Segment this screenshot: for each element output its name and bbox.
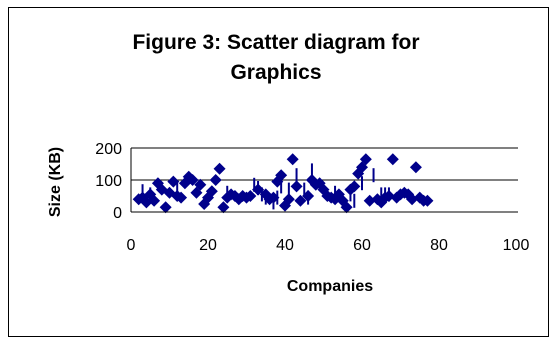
data-point [186,174,199,186]
data-point [205,185,218,198]
data-point [421,194,434,207]
x-tick-label: 20 [199,237,217,254]
data-point [244,190,257,202]
x-tick-label: 40 [276,237,294,254]
data-point [294,194,307,207]
data-point [282,193,295,206]
data-point [194,178,207,191]
y-tick-label: 0 [113,205,122,222]
data-point [290,180,303,193]
x-tick-label: 0 [127,237,136,254]
tick-labels: 0 100 200 0 20 40 60 80 100 [95,141,529,254]
data-point [213,162,226,175]
chart-title: Figure 3: Scatter diagram for Graphics [0,28,552,88]
data-point [286,153,299,166]
chart-title-line-1: Figure 3: Scatter diagram for [132,31,420,54]
data-point [359,153,372,166]
data-point [209,174,222,186]
x-axis-label: Companies [287,278,373,295]
y-tick-label: 200 [95,141,122,158]
data-point [217,201,230,214]
data-point [363,194,376,207]
axes [130,148,518,213]
x-tick-label: 100 [503,237,530,254]
data-points [132,153,434,214]
y-tick-label: 100 [95,173,122,190]
data-point [386,153,399,166]
x-tick-label: 60 [353,237,371,254]
y-axis-label: Size (KB) [47,147,64,217]
data-point [340,201,353,214]
data-point [275,169,288,182]
x-tick-label: 80 [430,237,448,254]
chart-title-line-2: Graphics [230,61,322,84]
data-point [159,201,172,214]
scatter-chart: 0 100 200 0 20 40 60 80 100 Companies Size (KB) [47,141,529,295]
data-point [406,193,419,206]
data-point [409,161,422,174]
